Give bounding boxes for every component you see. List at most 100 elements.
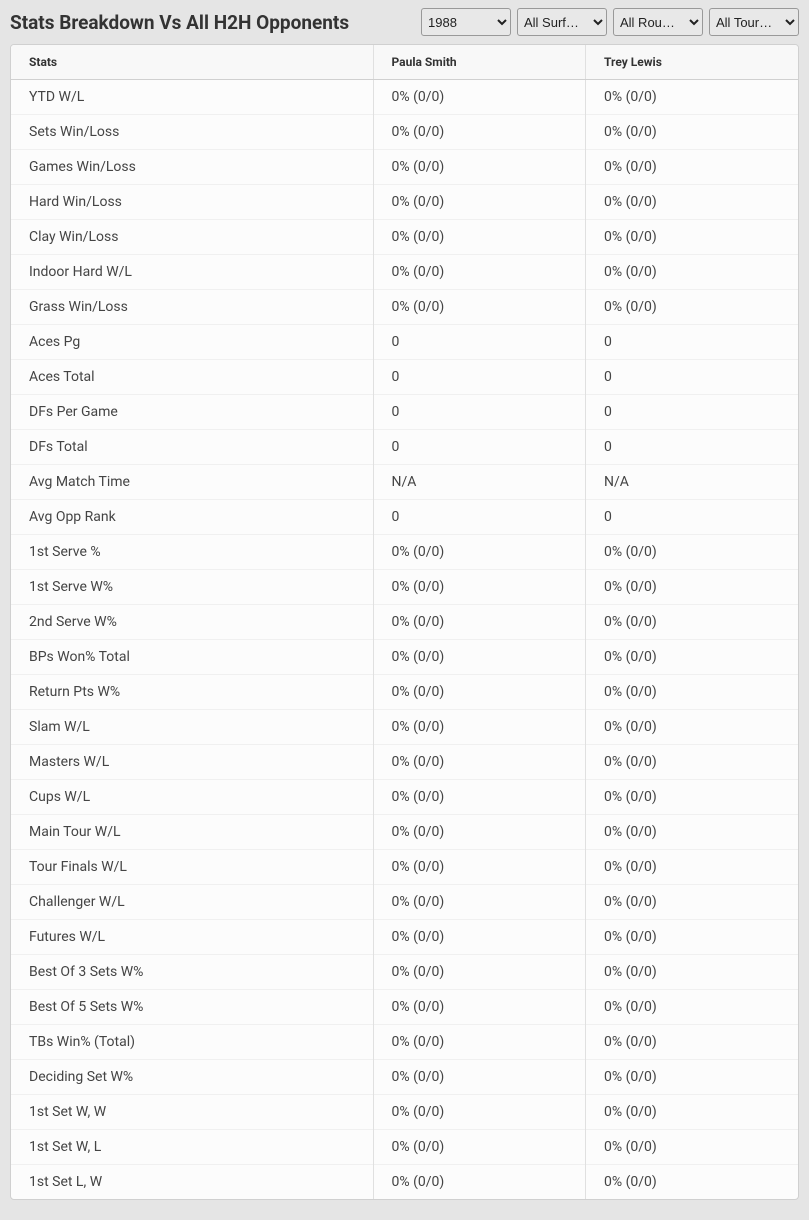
table-row: DFs Per Game00 [11,395,798,430]
player2-value: 0 [586,360,799,395]
player2-value: 0% (0/0) [586,570,799,605]
stat-label: Indoor Hard W/L [11,255,373,290]
player1-value: 0% (0/0) [373,885,585,920]
player2-value: 0% (0/0) [586,1130,799,1165]
stat-label: Avg Match Time [11,465,373,500]
stat-label: 1st Set L, W [11,1165,373,1200]
player1-value: 0% (0/0) [373,675,585,710]
player1-value: 0% (0/0) [373,1095,585,1130]
round-filter-select[interactable]: All Rou… [613,8,703,36]
table-row: Grass Win/Loss0% (0/0)0% (0/0) [11,290,798,325]
stat-label: TBs Win% (Total) [11,1025,373,1060]
player1-value: 0% (0/0) [373,535,585,570]
surface-filter-select[interactable]: All Surf… [517,8,607,36]
table-row: Best Of 3 Sets W%0% (0/0)0% (0/0) [11,955,798,990]
player1-value: 0% (0/0) [373,290,585,325]
player2-value: 0 [586,500,799,535]
table-row: Aces Pg00 [11,325,798,360]
year-filter-select[interactable]: 1988 [421,8,511,36]
player2-value: 0% (0/0) [586,885,799,920]
player2-value: 0% (0/0) [586,990,799,1025]
stats-table-body: YTD W/L0% (0/0)0% (0/0)Sets Win/Loss0% (… [11,80,798,1200]
stat-label: DFs Per Game [11,395,373,430]
stat-label: Sets Win/Loss [11,115,373,150]
table-row: 1st Set W, L0% (0/0)0% (0/0) [11,1130,798,1165]
player2-value: N/A [586,465,799,500]
stat-label: 1st Serve % [11,535,373,570]
player2-value: 0% (0/0) [586,1095,799,1130]
stat-label: Clay Win/Loss [11,220,373,255]
stat-label: Aces Pg [11,325,373,360]
table-row: Avg Match TimeN/AN/A [11,465,798,500]
table-row: Main Tour W/L0% (0/0)0% (0/0) [11,815,798,850]
player1-value: 0% (0/0) [373,605,585,640]
player2-value: 0% (0/0) [586,220,799,255]
stat-label: Hard Win/Loss [11,185,373,220]
stat-label: Best Of 3 Sets W% [11,955,373,990]
player1-value: 0% (0/0) [373,710,585,745]
player1-value: 0% (0/0) [373,1130,585,1165]
table-row: Hard Win/Loss0% (0/0)0% (0/0) [11,185,798,220]
player1-value: 0 [373,430,585,465]
table-row: Indoor Hard W/L0% (0/0)0% (0/0) [11,255,798,290]
player1-value: 0% (0/0) [373,80,585,115]
player1-value: 0% (0/0) [373,955,585,990]
table-row: Games Win/Loss0% (0/0)0% (0/0) [11,150,798,185]
stat-label: Tour Finals W/L [11,850,373,885]
player2-value: 0 [586,325,799,360]
stat-label: Return Pts W% [11,675,373,710]
player1-value: 0% (0/0) [373,745,585,780]
filter-group: 1988 All Surf… All Rou… All Tour… [421,8,799,36]
table-row: YTD W/L0% (0/0)0% (0/0) [11,80,798,115]
player1-value: 0% (0/0) [373,570,585,605]
table-row: Slam W/L0% (0/0)0% (0/0) [11,710,798,745]
player2-value: 0% (0/0) [586,185,799,220]
player2-value: 0% (0/0) [586,535,799,570]
player1-value: 0% (0/0) [373,990,585,1025]
player2-value: 0% (0/0) [586,290,799,325]
player1-value: 0% (0/0) [373,150,585,185]
player1-value: 0% (0/0) [373,255,585,290]
stat-label: Aces Total [11,360,373,395]
player2-value: 0% (0/0) [586,605,799,640]
player2-value: 0% (0/0) [586,675,799,710]
player2-value: 0% (0/0) [586,815,799,850]
table-row: 1st Serve W%0% (0/0)0% (0/0) [11,570,798,605]
player1-value: 0 [373,395,585,430]
stat-label: Challenger W/L [11,885,373,920]
player2-value: 0% (0/0) [586,640,799,675]
table-row: Deciding Set W%0% (0/0)0% (0/0) [11,1060,798,1095]
player2-value: 0% (0/0) [586,955,799,990]
player1-value: 0% (0/0) [373,185,585,220]
player1-value: 0% (0/0) [373,1025,585,1060]
page-title: Stats Breakdown Vs All H2H Opponents [10,11,349,34]
player2-value: 0% (0/0) [586,1025,799,1060]
table-row: 1st Set L, W0% (0/0)0% (0/0) [11,1165,798,1200]
table-row: Avg Opp Rank00 [11,500,798,535]
player1-value: 0% (0/0) [373,850,585,885]
stat-label: DFs Total [11,430,373,465]
stat-label: YTD W/L [11,80,373,115]
table-row: Return Pts W%0% (0/0)0% (0/0) [11,675,798,710]
stat-label: Grass Win/Loss [11,290,373,325]
stat-label: 2nd Serve W% [11,605,373,640]
player1-value: 0 [373,325,585,360]
player2-value: 0% (0/0) [586,255,799,290]
player1-value: 0% (0/0) [373,220,585,255]
column-header-player1: Paula Smith [373,45,585,80]
table-row: Cups W/L0% (0/0)0% (0/0) [11,780,798,815]
stat-label: Deciding Set W% [11,1060,373,1095]
tour-filter-select[interactable]: All Tour… [709,8,799,36]
player1-value: N/A [373,465,585,500]
stat-label: BPs Won% Total [11,640,373,675]
player2-value: 0% (0/0) [586,115,799,150]
table-row: Sets Win/Loss0% (0/0)0% (0/0) [11,115,798,150]
stat-label: Futures W/L [11,920,373,955]
player1-value: 0% (0/0) [373,920,585,955]
table-row: Aces Total00 [11,360,798,395]
column-header-stats: Stats [11,45,373,80]
player1-value: 0% (0/0) [373,1165,585,1200]
player2-value: 0% (0/0) [586,80,799,115]
player2-value: 0 [586,430,799,465]
player2-value: 0% (0/0) [586,745,799,780]
